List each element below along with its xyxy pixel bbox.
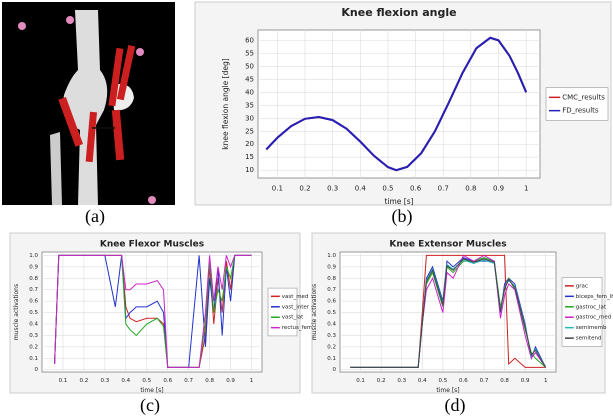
- y-tick-label: 0.1: [327, 356, 336, 362]
- y-tick-label: 1.0: [327, 253, 336, 259]
- legend-label: vast_lat: [282, 315, 304, 321]
- x-tick-label: 0.4: [121, 378, 130, 384]
- x-tick-label: 0.4: [355, 185, 367, 193]
- y-tick-label: 0.5: [29, 310, 38, 316]
- y-tick-label: 30: [245, 114, 254, 122]
- x-tick-label: 0.2: [377, 378, 386, 384]
- y-tick-label: 50: [245, 62, 254, 70]
- y-axis-label: muscle activations: [13, 284, 20, 340]
- y-tick-label: 55: [245, 49, 254, 57]
- plot-area: [339, 251, 557, 373]
- y-tick-label: 0.4: [29, 322, 38, 328]
- y-tick-label: 1.0: [29, 253, 38, 259]
- x-tick-label: 0.2: [299, 185, 310, 193]
- y-tick-label: 0.6: [327, 299, 336, 305]
- x-axis-label: time [s]: [384, 197, 413, 206]
- x-tick-label: 1: [524, 185, 528, 193]
- x-tick-label: 0.9: [226, 378, 235, 384]
- x-tick-label: 0.2: [80, 378, 89, 384]
- y-tick-label: 0.3: [327, 333, 336, 339]
- caption: (a): [85, 206, 105, 227]
- x-tick-label: 0.8: [500, 378, 509, 384]
- caption: (d): [445, 395, 466, 416]
- y-tick-label: 0.4: [327, 322, 336, 328]
- x-tick-label: 1: [544, 378, 548, 384]
- data-line: [54, 254, 252, 368]
- y-tick-label: 0: [333, 367, 337, 373]
- x-tick-label: 0.6: [163, 378, 172, 384]
- legend-label: semimemb: [576, 325, 607, 331]
- knee-model-image: [2, 2, 175, 205]
- y-tick-label: 0.1: [29, 356, 38, 362]
- data-line: [265, 36, 528, 172]
- data-line: [350, 258, 547, 368]
- y-axis-label: knee flexion angle [deg]: [221, 58, 230, 149]
- legend-label: CMC_results: [562, 93, 605, 101]
- x-tick-label: 0.9: [493, 185, 504, 193]
- y-tick-label: 0.7: [29, 287, 38, 293]
- x-tick-label: 0.1: [59, 378, 68, 384]
- y-tick-label: 0.8: [327, 276, 336, 282]
- x-tick-label: 0.3: [327, 185, 338, 193]
- caption: (b): [392, 206, 413, 227]
- x-tick-label: 0.5: [142, 378, 151, 384]
- y-tick-label: 40: [245, 88, 254, 96]
- x-tick-label: 0.4: [418, 378, 427, 384]
- data-line: [54, 254, 252, 368]
- chart-title: Knee flexion angle: [341, 6, 456, 19]
- y-tick-label: 0: [35, 367, 39, 373]
- legend-box: [561, 277, 603, 347]
- x-axis-label: time [s]: [140, 387, 163, 394]
- legend-label: gastroc_lat: [576, 304, 607, 310]
- y-tick-label: 0.3: [29, 333, 38, 339]
- x-tick-label: 0.1: [272, 185, 283, 193]
- x-tick-label: 0.7: [438, 185, 449, 193]
- x-tick-label: 0.6: [459, 378, 468, 384]
- plot-area: [257, 29, 541, 179]
- y-tick-label: 25: [245, 127, 254, 135]
- x-tick-label: 0.7: [184, 378, 193, 384]
- y-tick-label: 45: [245, 75, 254, 83]
- legend-label: gastroc_med: [576, 315, 611, 321]
- x-tick-label: 0.1: [356, 378, 365, 384]
- legend-label: biceps_fem_lh: [576, 294, 613, 300]
- x-tick-label: 0.3: [100, 378, 109, 384]
- x-tick-label: 0.8: [205, 378, 214, 384]
- chart-title: Knee Flexor Muscles: [100, 240, 204, 250]
- y-tick-label: 0.9: [327, 264, 336, 270]
- plot-area: [41, 251, 263, 373]
- y-tick-label: 0.2: [327, 344, 336, 350]
- legend-label: FD_results: [562, 107, 599, 115]
- x-tick-label: 0.7: [480, 378, 489, 384]
- y-tick-label: 15: [245, 153, 254, 161]
- y-tick-label: 0.8: [29, 276, 38, 282]
- legend-label: vast_med: [282, 294, 309, 300]
- legend-box: [545, 87, 609, 121]
- y-tick-label: 0.2: [29, 344, 38, 350]
- x-tick-label: 0.3: [397, 378, 406, 384]
- y-tick-label: 0.9: [29, 264, 38, 270]
- legend-label: semitend: [576, 336, 602, 342]
- y-tick-label: 20: [245, 140, 254, 148]
- y-axis-label: muscle activations: [311, 284, 318, 340]
- y-tick-label: 60: [245, 36, 254, 44]
- x-tick-label: 1: [250, 378, 254, 384]
- x-tick-label: 0.5: [438, 378, 447, 384]
- y-tick-label: 35: [245, 101, 254, 109]
- chart-title: Knee Extensor Muscles: [389, 240, 506, 250]
- y-tick-label: 0.6: [29, 299, 38, 305]
- caption: (c): [140, 395, 160, 416]
- y-tick-label: 10: [245, 166, 254, 174]
- legend-label: grac: [576, 283, 588, 289]
- legend-label: vast_inter: [282, 304, 310, 310]
- x-tick-label: 0.9: [521, 378, 530, 384]
- x-tick-label: 0.8: [465, 185, 476, 193]
- x-tick-label: 0.6: [410, 185, 422, 193]
- x-tick-label: 0.5: [382, 185, 393, 193]
- y-tick-label: 0.5: [327, 310, 336, 316]
- legend-label: rectus_fem: [282, 325, 312, 331]
- y-tick-label: 0.7: [327, 287, 336, 293]
- x-axis-label: time [s]: [436, 387, 459, 394]
